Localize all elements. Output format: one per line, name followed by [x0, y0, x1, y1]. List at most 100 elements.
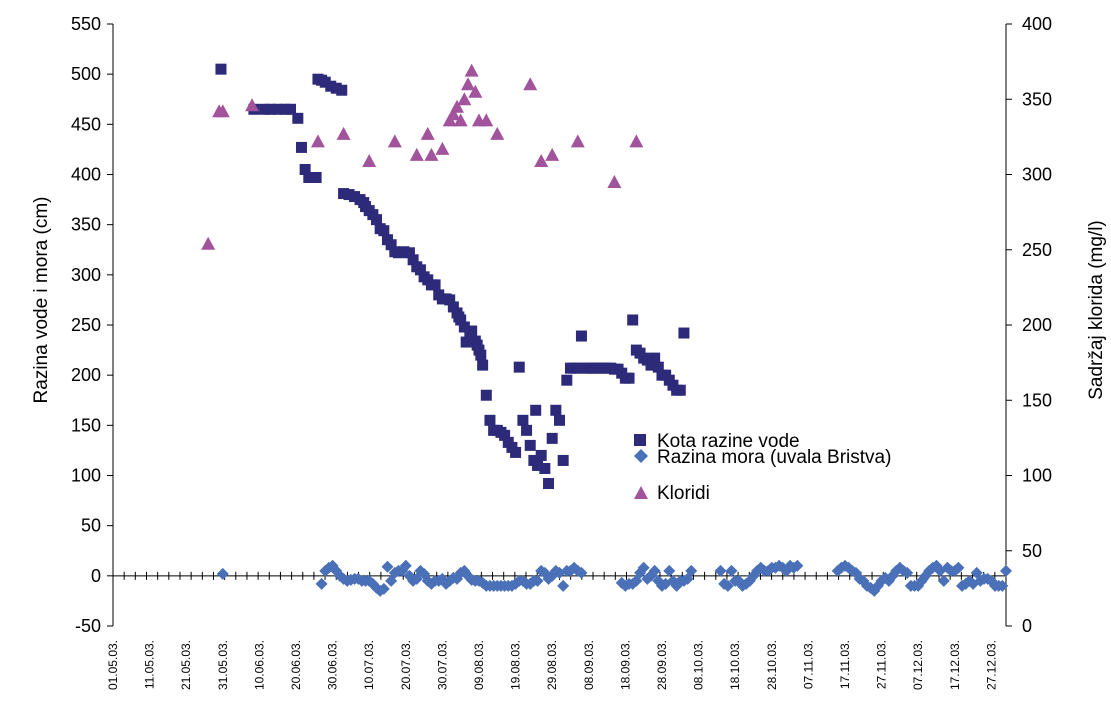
x-tick-label: 10.07.03. [362, 640, 376, 690]
point-kota-razine-vode [572, 362, 584, 374]
point-kota-razine-vode [458, 321, 470, 333]
x-tick-label: 17.11.03. [838, 640, 852, 689]
point-kota-razine-vode [674, 384, 686, 396]
point-kloridi [310, 134, 325, 148]
point-kloridi [387, 134, 402, 148]
y-left-tick-label: 400 [71, 165, 101, 185]
point-razina-mora [725, 564, 738, 577]
point-kota-razine-vode [550, 404, 562, 416]
point-kota-razine-vode [303, 172, 315, 184]
point-kota-razine-vode [546, 432, 558, 444]
point-kota-razine-vode [513, 361, 525, 373]
y-right-tick-label: 350 [1022, 89, 1052, 109]
y-axis-right-title: Sadržaj klorida (mg/l) [1086, 220, 1107, 400]
x-tick-label: 30.06.03. [326, 640, 340, 690]
point-kloridi [607, 175, 622, 189]
x-tick-label: 08.09.03. [582, 640, 596, 690]
point-razina-mora [377, 582, 390, 595]
point-razina-mora [1000, 564, 1012, 577]
y-axis-left-title: Razina vode i mora (cm) [31, 197, 52, 404]
point-kloridi [336, 126, 351, 140]
point-kota-razine-vode [561, 374, 573, 386]
point-razina-mora [937, 574, 950, 587]
point-kloridi [479, 113, 494, 127]
x-tick-label: 20.07.03. [399, 640, 413, 690]
point-kloridi [409, 147, 424, 161]
point-kota-razine-vode [292, 112, 304, 124]
y-left-tick-label: 250 [71, 315, 101, 335]
legend-label-kloridi: Kloridi [657, 483, 710, 504]
point-kota-razine-vode [285, 103, 297, 115]
x-axis-ticks: 01.05.03. 11.05.03. 21.05.03. 31.05.03. 10.0… [106, 571, 1007, 690]
legend-marker-kota [634, 434, 646, 446]
point-kota-razine-vode [429, 279, 441, 291]
point-kloridi [435, 141, 450, 155]
point-razina-mora [663, 564, 676, 577]
point-kota-razine-vode [652, 361, 664, 373]
right-axis-ticks: 0 50 100 150 200 250 300 350 400 [1006, 14, 1052, 636]
point-kota-razine-vode [543, 478, 555, 490]
point-kota-razine-vode [310, 172, 322, 184]
point-kota-razine-vode [295, 141, 307, 153]
point-kota-razine-vode [475, 349, 487, 361]
point-razina-mora [648, 564, 661, 577]
point-razina-mora [531, 574, 544, 587]
point-razina-mora [315, 577, 328, 590]
point-kota-razine-vode [649, 352, 661, 364]
point-razina-mora [996, 579, 1009, 592]
legend-label-razina-mora: Razina mora (uvala Bristva) [657, 447, 891, 468]
y-left-tick-label: 200 [71, 365, 101, 385]
x-tick-label: 30.07.03. [435, 640, 449, 690]
point-kota-razine-vode [477, 359, 489, 371]
point-kloridi [450, 99, 465, 113]
point-kota-razine-vode [575, 330, 587, 342]
point-kota-razine-vode [371, 214, 383, 226]
point-kota-razine-vode [414, 264, 426, 276]
point-kota-razine-vode [378, 225, 390, 237]
y-right-tick-label: 250 [1022, 240, 1052, 260]
point-kota-razine-vode [517, 414, 529, 426]
point-razina-mora [901, 566, 914, 579]
x-tick-label: 19.08.03. [509, 640, 523, 690]
y-left-tick-label: 100 [71, 466, 101, 486]
x-tick-label: 28.10.03. [765, 640, 779, 690]
point-kota-razine-vode [403, 247, 415, 259]
point-razina-mora [685, 564, 698, 577]
legend-label-kota: Kota razine vode [657, 431, 800, 452]
point-kota-razine-vode [215, 63, 227, 75]
x-tick-label: 08.10.03. [692, 640, 706, 690]
left-axis-ticks: -50 0 50 100 150 200 250 300 350 400 450 500 550 [71, 14, 113, 636]
data-marks [201, 63, 1012, 597]
point-kloridi [420, 126, 435, 140]
y-right-tick-label: 300 [1022, 165, 1052, 185]
point-kota-razine-vode [299, 163, 311, 175]
point-razina-mora [721, 579, 734, 592]
point-kloridi [490, 126, 505, 140]
y-right-tick-label: 0 [1022, 616, 1032, 636]
point-kloridi [424, 147, 439, 161]
point-kota-razine-vode [532, 459, 544, 471]
y-right-tick-label: 50 [1022, 541, 1042, 561]
point-kota-razine-vode [645, 359, 657, 371]
point-razina-mora [791, 559, 804, 572]
legend: Kota razine vode Razina mora (uvala Bris… [634, 431, 891, 504]
point-kloridi [457, 92, 472, 106]
y-right-tick-label: 150 [1022, 390, 1052, 410]
point-kloridi [545, 147, 560, 161]
point-kota-razine-vode [524, 439, 536, 451]
y-right-tick-label: 100 [1022, 466, 1052, 486]
point-kota-razine-vode [444, 294, 456, 306]
point-kota-razine-vode [455, 314, 467, 326]
point-kloridi [245, 98, 260, 112]
x-tick-label: 07.11.03. [801, 640, 815, 689]
x-tick-label: 18.10.03. [728, 640, 742, 690]
axes [112, 24, 1007, 626]
point-kloridi [215, 104, 230, 118]
point-kota-razine-vode [272, 103, 284, 115]
y-left-tick-label: 350 [71, 215, 101, 235]
y-left-tick-label: 300 [71, 265, 101, 285]
point-kloridi [446, 107, 461, 121]
x-tick-label: 28.09.03. [655, 640, 669, 690]
x-tick-label: 17.12.03. [948, 640, 962, 690]
point-kota-razine-vode [336, 84, 348, 96]
